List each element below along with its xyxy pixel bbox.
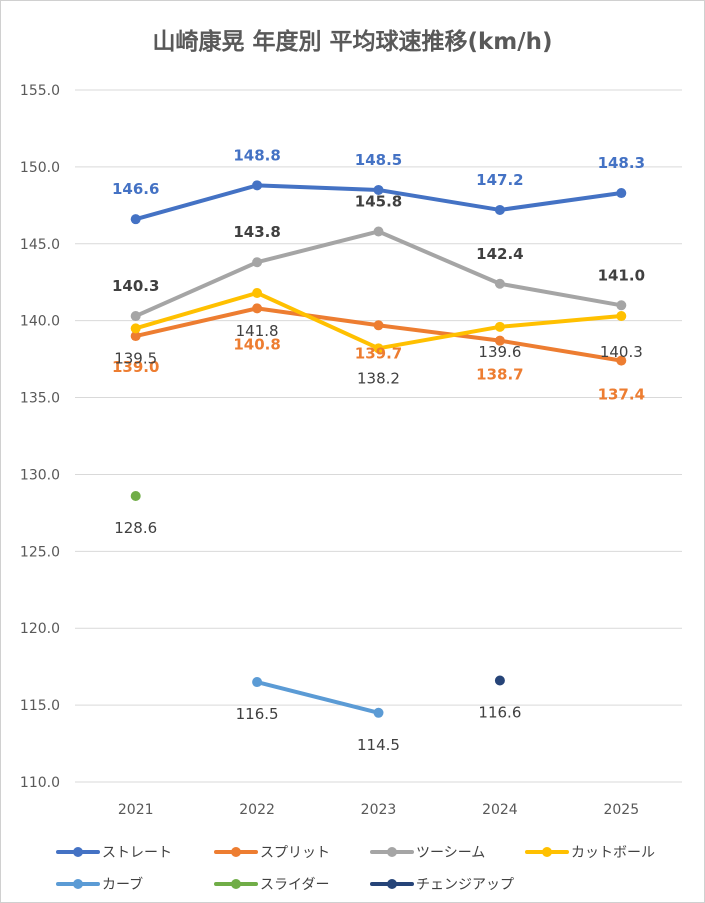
data-point <box>130 311 141 322</box>
y-tick-label: 135.0 <box>20 391 60 407</box>
data-label: 145.8 <box>355 192 402 210</box>
data-point <box>373 320 384 331</box>
data-point <box>252 303 263 314</box>
data-point <box>130 490 141 501</box>
data-label: 139.6 <box>478 343 521 361</box>
y-tick-label: 130.0 <box>20 467 60 483</box>
y-tick-label: 140.0 <box>20 314 60 330</box>
data-label: 137.4 <box>598 386 645 404</box>
data-label: 140.3 <box>600 343 643 361</box>
data-label: 139.0 <box>112 358 159 376</box>
legend-swatch-marker <box>73 879 83 889</box>
x-tick-label: 2021 <box>118 802 154 818</box>
data-label: 116.6 <box>478 704 521 722</box>
legend-label: スライダー <box>260 877 329 893</box>
data-point <box>252 287 263 298</box>
data-label: 147.2 <box>476 171 523 189</box>
data-point <box>616 188 627 199</box>
y-tick-label: 115.0 <box>20 698 60 714</box>
y-tick-label: 110.0 <box>20 775 60 791</box>
legend-swatch-marker <box>542 847 552 857</box>
data-label: 148.3 <box>598 154 645 172</box>
legend-label: ストレート <box>102 845 172 861</box>
data-point <box>616 311 627 322</box>
y-tick-label: 155.0 <box>20 83 60 99</box>
y-tick-label: 125.0 <box>20 544 60 560</box>
data-point <box>130 331 141 342</box>
data-point <box>616 355 627 366</box>
x-tick-label: 2025 <box>603 802 639 818</box>
data-point <box>373 184 384 195</box>
legend-label: チェンジアップ <box>416 877 514 893</box>
data-point <box>373 343 384 354</box>
data-point <box>252 180 263 191</box>
data-label: 148.8 <box>233 146 280 164</box>
data-label: 148.5 <box>355 151 402 169</box>
data-label: 142.4 <box>476 245 523 263</box>
legend-label: カーブ <box>102 876 143 893</box>
data-label: 146.6 <box>112 180 159 198</box>
legend-swatch-marker <box>73 847 83 857</box>
data-label: 138.2 <box>357 369 400 387</box>
data-point <box>616 300 627 311</box>
legend-swatch-marker <box>387 847 397 857</box>
data-label: 128.6 <box>114 519 157 537</box>
y-tick-label: 150.0 <box>20 160 60 176</box>
y-tick-label: 120.0 <box>20 621 60 637</box>
chart-title: 山崎康晃 年度別 平均球速推移(km/h) <box>152 29 553 55</box>
legend-label: カットボール <box>571 845 655 861</box>
data-point <box>494 675 505 686</box>
y-tick-label: 145.0 <box>20 237 60 253</box>
data-point <box>494 321 505 332</box>
data-point <box>130 323 141 334</box>
x-tick-label: 2024 <box>482 802 518 818</box>
data-label: 141.8 <box>236 322 279 340</box>
data-label: 138.7 <box>476 366 523 384</box>
data-point <box>494 204 505 215</box>
x-tick-label: 2023 <box>361 802 397 818</box>
data-point <box>494 278 505 289</box>
data-label: 114.5 <box>357 736 400 754</box>
data-label: 139.5 <box>114 349 157 367</box>
legend-label: スプリット <box>260 845 330 861</box>
data-point <box>373 226 384 237</box>
data-point <box>130 214 141 225</box>
legend-swatch-marker <box>231 847 241 857</box>
data-point <box>252 677 263 688</box>
data-point <box>252 257 263 268</box>
series-line <box>255 680 381 715</box>
data-label: 140.3 <box>112 277 159 295</box>
data-label: 143.8 <box>233 223 280 241</box>
data-label: 140.8 <box>233 335 280 353</box>
data-label: 141.0 <box>598 266 645 284</box>
legend-label: ツーシーム <box>416 845 485 861</box>
data-point <box>494 335 505 346</box>
data-label: 139.7 <box>355 344 402 362</box>
legend-swatch-marker <box>387 879 397 889</box>
x-tick-label: 2022 <box>239 802 275 818</box>
data-point <box>373 707 384 718</box>
legend-swatch-marker <box>231 879 241 889</box>
data-label: 116.5 <box>236 705 279 723</box>
